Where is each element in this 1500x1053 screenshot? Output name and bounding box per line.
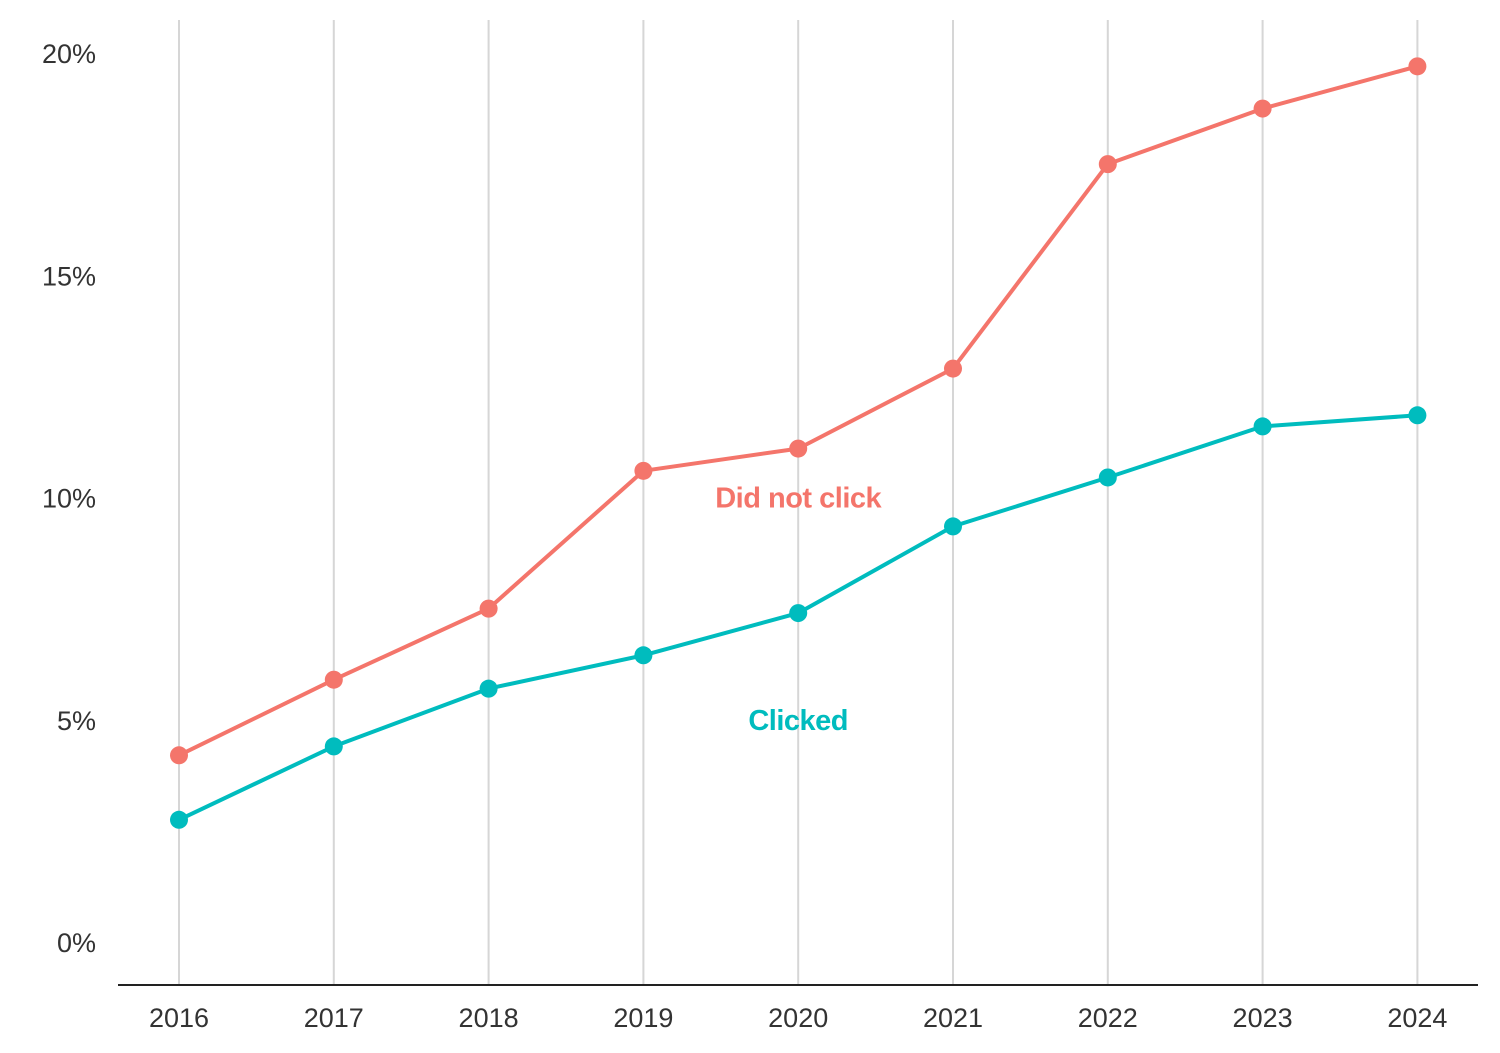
data-point-clicked-2020 [789, 604, 808, 623]
x-tick-label: 2018 [459, 1003, 519, 1033]
data-point-clicked-2016 [170, 810, 188, 829]
data-point-did-not-click-2016 [170, 746, 188, 765]
y-tick-label: 10% [42, 484, 96, 514]
data-point-did-not-click-2024 [1408, 57, 1427, 76]
series-label-did-not-click: Did not click [715, 483, 882, 515]
data-point-clicked-2018 [479, 679, 498, 698]
x-tick-label: 2024 [1387, 1003, 1447, 1033]
x-tick-label: 2020 [768, 1003, 828, 1033]
x-tick-label: 2019 [613, 1003, 673, 1033]
data-point-did-not-click-2019 [634, 461, 653, 480]
gridlines [178, 20, 1419, 985]
y-axis-ticks: 0% 5% 10% 15% 20% [42, 39, 96, 958]
y-tick-label: 0% [57, 928, 96, 958]
series-clicked [170, 406, 1427, 829]
data-point-clicked-2023 [1253, 417, 1272, 436]
y-tick-label: 5% [57, 706, 96, 736]
series-group [170, 57, 1427, 829]
y-tick-label: 20% [42, 39, 96, 69]
x-tick-label: 2017 [304, 1003, 364, 1033]
data-point-did-not-click-2020 [789, 439, 808, 458]
data-point-clicked-2021 [944, 517, 962, 536]
series-labels: Did not click Clicked [715, 483, 883, 737]
data-point-did-not-click-2023 [1253, 99, 1272, 118]
data-point-clicked-2017 [324, 737, 343, 756]
data-point-clicked-2019 [634, 646, 653, 665]
series-label-clicked: Clicked [748, 705, 848, 737]
x-tick-label: 2023 [1233, 1003, 1293, 1033]
data-point-clicked-2024 [1408, 406, 1427, 425]
series-did-not-click [170, 57, 1427, 765]
data-point-clicked-2022 [1098, 468, 1117, 487]
data-point-did-not-click-2022 [1098, 155, 1117, 174]
y-tick-label: 15% [42, 261, 96, 291]
x-tick-label: 2016 [149, 1003, 209, 1033]
data-point-did-not-click-2018 [479, 599, 498, 618]
data-point-did-not-click-2017 [324, 670, 343, 689]
x-axis-ticks: 2016 2017 2018 2019 2020 2021 2022 2023 2024 [149, 1003, 1447, 1033]
data-point-did-not-click-2021 [944, 359, 962, 378]
x-tick-label: 2022 [1078, 1003, 1138, 1033]
x-tick-label: 2021 [923, 1003, 983, 1033]
